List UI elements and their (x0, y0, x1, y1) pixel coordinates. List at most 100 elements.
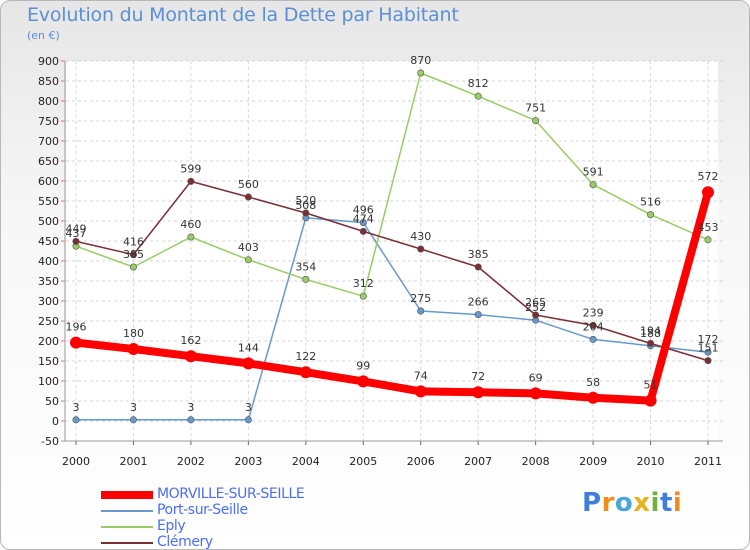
legend-label: MORVILLE-SUR-SEILLE (157, 486, 305, 502)
x-tick-label: 2003 (234, 455, 262, 468)
data-label: 560 (238, 178, 259, 191)
y-tick-label: 750 (38, 115, 59, 128)
data-point (474, 263, 482, 271)
data-label: 460 (180, 218, 201, 231)
data-point (357, 375, 370, 388)
data-label: 74 (414, 369, 428, 382)
data-label: 122 (295, 350, 316, 363)
x-tick-label: 2006 (407, 455, 435, 468)
data-label: 99 (356, 359, 370, 372)
y-tick-label: 450 (38, 235, 59, 248)
data-label: 144 (238, 341, 259, 354)
data-point (417, 245, 425, 253)
y-unit-label: (en €) (27, 29, 60, 42)
x-tick-label: 2005 (349, 455, 377, 468)
data-point (244, 256, 252, 264)
data-label: 3 (187, 401, 194, 414)
data-point (704, 236, 712, 244)
data-point (299, 366, 312, 379)
data-label: 252 (525, 301, 546, 314)
legend-swatch (101, 542, 153, 544)
data-label: 474 (353, 212, 374, 225)
data-label: 520 (295, 194, 316, 207)
data-label: 312 (353, 277, 374, 290)
legend-swatch (101, 526, 153, 528)
data-point (187, 177, 195, 185)
data-label: 516 (640, 196, 661, 209)
y-tick-label: 300 (38, 295, 59, 308)
data-point (704, 357, 712, 365)
y-tick-label: 400 (38, 255, 59, 268)
data-point (184, 350, 197, 363)
data-point (72, 237, 80, 245)
data-label: 3 (245, 401, 252, 414)
data-point (70, 336, 82, 349)
data-label: 188 (640, 327, 661, 340)
data-label: 403 (238, 241, 259, 254)
data-label: 204 (583, 320, 604, 333)
data-label: 449 (66, 222, 87, 235)
data-point (532, 117, 540, 125)
x-tick-label: 2011 (694, 455, 722, 468)
y-tick-label: 350 (38, 275, 59, 288)
data-label: 72 (471, 370, 485, 383)
data-point (529, 387, 542, 400)
series-line (72, 188, 712, 405)
data-label: 162 (180, 334, 201, 347)
data-point (242, 357, 255, 370)
data-point (474, 311, 482, 319)
data-point (187, 416, 195, 424)
plot-background (66, 61, 718, 441)
data-label: 496 (353, 204, 374, 217)
data-label: 196 (66, 321, 87, 334)
data-label: 591 (583, 166, 604, 179)
data-label: 430 (410, 230, 431, 243)
y-tick-label: 500 (38, 215, 59, 228)
x-tick-label: 2010 (637, 455, 665, 468)
y-tick-label: 250 (38, 315, 59, 328)
data-point (532, 311, 540, 319)
data-point (129, 416, 137, 424)
data-point (187, 233, 195, 241)
legend-label: Port-sur-Seille (157, 502, 248, 518)
data-point (359, 227, 367, 235)
y-tick-label: -50 (41, 435, 59, 448)
y-tick-label: 50 (45, 395, 59, 408)
x-tick-label: 2002 (177, 455, 205, 468)
y-tick-label: 900 (38, 55, 59, 68)
data-point (72, 416, 80, 424)
x-tick-label: 2000 (62, 455, 90, 468)
data-point (474, 92, 482, 100)
data-label: 385 (468, 248, 489, 261)
y-tick-label: 200 (38, 335, 59, 348)
series-line (75, 217, 709, 421)
data-label: 508 (295, 199, 316, 212)
y-tick-label: 650 (38, 155, 59, 168)
data-point (129, 263, 137, 271)
data-label: 275 (410, 292, 431, 305)
data-label: 151 (698, 342, 719, 355)
data-label: 437 (66, 227, 87, 240)
x-tick-label: 2009 (579, 455, 607, 468)
data-label: 751 (525, 102, 546, 115)
data-point (244, 416, 252, 424)
data-label: 812 (468, 77, 489, 90)
data-label: 266 (468, 296, 489, 309)
data-point (359, 292, 367, 300)
data-point (417, 69, 425, 77)
data-label: 870 (410, 54, 431, 67)
data-label: 416 (123, 236, 144, 249)
data-label: 172 (698, 333, 719, 346)
data-point (587, 391, 600, 404)
data-point (589, 335, 597, 343)
data-label: 180 (123, 327, 144, 340)
data-label: 354 (295, 260, 316, 273)
x-tick-label: 2008 (522, 455, 550, 468)
data-point (417, 307, 425, 315)
y-tick-label: 550 (38, 195, 59, 208)
y-tick-label: 800 (38, 95, 59, 108)
data-point (589, 181, 597, 189)
x-tick-label: 2001 (119, 455, 147, 468)
